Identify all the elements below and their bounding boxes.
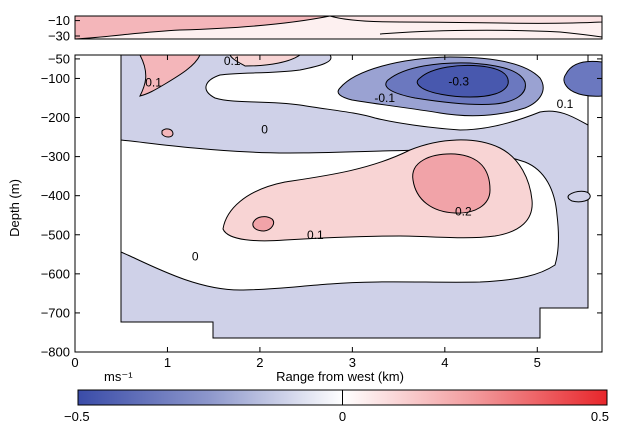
contour-label: -0.1 — [374, 91, 395, 105]
y-tick-label: −800 — [41, 345, 70, 360]
x-tick-label: 5 — [534, 355, 541, 370]
y-tick-label: −100 — [41, 71, 70, 86]
x-tick-label: 4 — [441, 355, 448, 370]
colorbar-ticks: −0.5 0 0.5 — [64, 390, 609, 424]
contour-label: 0.1 — [307, 228, 324, 242]
upper-y-tick-label: −30 — [48, 29, 70, 44]
contour-label: -0.3 — [448, 75, 469, 89]
upper-panel: −10−30 — [48, 13, 603, 44]
contour-fill-positive-surface — [139, 55, 201, 97]
contour-label: 0 — [192, 249, 199, 263]
contour-fill-negative-patch — [567, 190, 591, 203]
y-axis-title: Depth (m) — [7, 179, 22, 237]
contour-fill-negative-right — [563, 60, 602, 97]
y-tick-label: −500 — [41, 227, 70, 242]
contour-label: 0.1 — [557, 97, 574, 111]
x-tick-label: 3 — [349, 355, 356, 370]
main-panel: 0.1 0.1 0 -0.1 -0.3 0.1 0.2 0.1 0 −50 −100 −200 −30… — [7, 51, 603, 384]
contour-label: 0.1 — [224, 54, 241, 68]
upper-contour-fill-positive — [75, 16, 331, 39]
upper-contour-fill-weak — [329, 16, 602, 24]
contour-label: 0.1 — [145, 75, 162, 89]
main-x-ticks: 0 1 2 3 4 5 — [71, 55, 541, 370]
contour-fill-positive-2 — [412, 153, 491, 214]
colorbar: −0.5 0 0.5 — [64, 389, 609, 424]
x-axis-title: Range from west (km) — [276, 369, 404, 384]
upper-y-ticks: −10−30 — [48, 13, 80, 44]
contour-fill-positive-surface-2 — [229, 55, 301, 67]
upper-y-tick-label: −10 — [48, 13, 70, 28]
contour-labels: 0.1 0.1 0 -0.1 -0.3 0.1 0.2 0.1 0 — [145, 54, 573, 263]
contour-label: 0.2 — [455, 204, 472, 218]
colorbar-tick-label: 0 — [339, 409, 346, 424]
contour-fill-negative-4 — [416, 64, 509, 98]
contour-fill-zero-patch — [161, 128, 174, 138]
upper-panel-frame — [74, 15, 603, 40]
y-tick-label: −400 — [41, 188, 70, 203]
contour-fill-positive-small — [252, 216, 275, 232]
contour-label: 0 — [261, 122, 268, 136]
y-tick-label: −200 — [41, 110, 70, 125]
y-tick-label: −600 — [41, 266, 70, 281]
x-tick-label: 2 — [256, 355, 263, 370]
x-tick-label: 0 — [71, 355, 78, 370]
colorbar-tick-label: 0.5 — [591, 409, 609, 424]
x-tick-label: 1 — [164, 355, 171, 370]
upper-contour-line — [379, 29, 602, 38]
y-tick-label: −700 — [41, 305, 70, 320]
main-y-ticks: −50 −100 −200 −300 −400 −500 −600 −700 −800 — [41, 51, 602, 360]
y-tick-label: −50 — [48, 51, 70, 66]
main-panel-frame — [74, 54, 603, 353]
unit-label: ms⁻¹ — [104, 369, 133, 384]
colorbar-tick-label: −0.5 — [64, 409, 90, 424]
y-tick-label: −300 — [41, 149, 70, 164]
